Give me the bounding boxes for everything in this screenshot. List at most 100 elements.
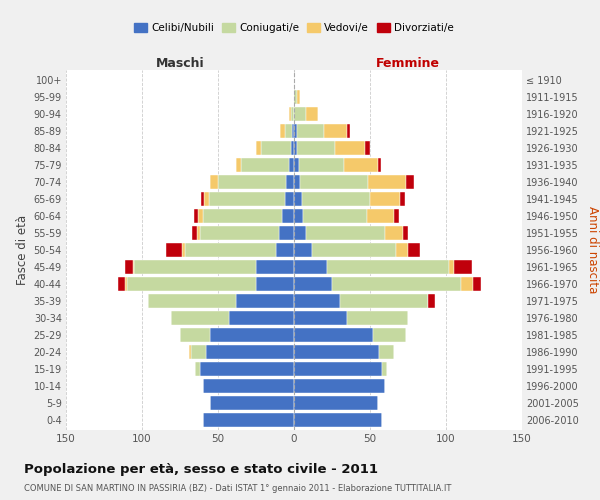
Bar: [185, 243, 276, 257]
Bar: [211, 328, 294, 342]
Bar: [180, 328, 211, 342]
Bar: [291, 141, 294, 156]
Bar: [236, 294, 294, 308]
Bar: [332, 276, 461, 291]
Bar: [118, 276, 125, 291]
Bar: [299, 158, 344, 172]
Bar: [198, 209, 203, 224]
Bar: [294, 294, 340, 308]
Bar: [325, 124, 347, 138]
Bar: [370, 192, 400, 206]
Bar: [125, 276, 127, 291]
Bar: [449, 260, 454, 274]
Bar: [302, 192, 370, 206]
Bar: [195, 362, 200, 376]
Bar: [347, 310, 408, 325]
Text: Maschi: Maschi: [155, 57, 205, 70]
Bar: [256, 276, 294, 291]
Text: Femmine: Femmine: [376, 57, 440, 70]
Bar: [344, 158, 377, 172]
Y-axis label: Anni di nascita: Anni di nascita: [586, 206, 599, 294]
Bar: [256, 141, 260, 156]
Bar: [367, 209, 394, 224]
Bar: [294, 243, 312, 257]
Bar: [125, 260, 133, 274]
Bar: [203, 412, 294, 427]
Bar: [148, 294, 236, 308]
Bar: [294, 158, 299, 172]
Bar: [300, 175, 368, 190]
Bar: [400, 192, 405, 206]
Bar: [200, 226, 279, 240]
Bar: [294, 396, 377, 410]
Bar: [218, 175, 286, 190]
Bar: [285, 124, 292, 138]
Bar: [236, 158, 241, 172]
Bar: [394, 209, 399, 224]
Bar: [280, 124, 285, 138]
Bar: [194, 209, 198, 224]
Bar: [294, 124, 297, 138]
Bar: [473, 276, 481, 291]
Bar: [189, 344, 191, 359]
Bar: [365, 141, 370, 156]
Bar: [461, 276, 473, 291]
Bar: [211, 175, 218, 190]
Bar: [294, 192, 302, 206]
Bar: [335, 141, 365, 156]
Bar: [454, 260, 472, 274]
Bar: [403, 226, 408, 240]
Bar: [294, 107, 306, 122]
Bar: [282, 209, 294, 224]
Bar: [294, 226, 306, 240]
Bar: [294, 276, 332, 291]
Bar: [294, 344, 379, 359]
Bar: [182, 243, 185, 257]
Bar: [127, 276, 256, 291]
Bar: [203, 209, 282, 224]
Bar: [134, 260, 256, 274]
Bar: [406, 175, 414, 190]
Bar: [294, 412, 382, 427]
Text: COMUNE DI SAN MARTINO IN PASSIRIA (BZ) - Dati ISTAT 1° gennaio 2011 - Elaborazio: COMUNE DI SAN MARTINO IN PASSIRIA (BZ) -…: [24, 484, 451, 493]
Bar: [306, 226, 385, 240]
Bar: [294, 328, 373, 342]
Bar: [279, 226, 294, 240]
Bar: [294, 260, 328, 274]
Bar: [340, 294, 428, 308]
Bar: [211, 396, 294, 410]
Bar: [205, 192, 209, 206]
Bar: [200, 362, 294, 376]
Bar: [297, 124, 325, 138]
Bar: [294, 90, 297, 104]
Bar: [133, 260, 134, 274]
Bar: [303, 209, 367, 224]
Bar: [385, 226, 403, 240]
Bar: [347, 124, 350, 138]
Bar: [312, 243, 396, 257]
Bar: [368, 175, 406, 190]
Bar: [256, 260, 294, 274]
Bar: [209, 192, 285, 206]
Bar: [289, 107, 291, 122]
Y-axis label: Fasce di età: Fasce di età: [16, 215, 29, 285]
Bar: [294, 362, 382, 376]
Legend: Celibi/Nubili, Coniugati/e, Vedovi/e, Divorziati/e: Celibi/Nubili, Coniugati/e, Vedovi/e, Di…: [133, 21, 455, 35]
Bar: [396, 243, 408, 257]
Bar: [289, 158, 294, 172]
Bar: [294, 378, 385, 393]
Bar: [286, 175, 294, 190]
Bar: [294, 141, 297, 156]
Bar: [377, 158, 380, 172]
Bar: [276, 243, 294, 257]
Bar: [166, 243, 182, 257]
Bar: [229, 310, 294, 325]
Bar: [292, 124, 294, 138]
Bar: [297, 141, 335, 156]
Bar: [306, 107, 319, 122]
Bar: [297, 90, 300, 104]
Bar: [203, 378, 294, 393]
Bar: [379, 344, 394, 359]
Bar: [382, 362, 387, 376]
Bar: [171, 310, 229, 325]
